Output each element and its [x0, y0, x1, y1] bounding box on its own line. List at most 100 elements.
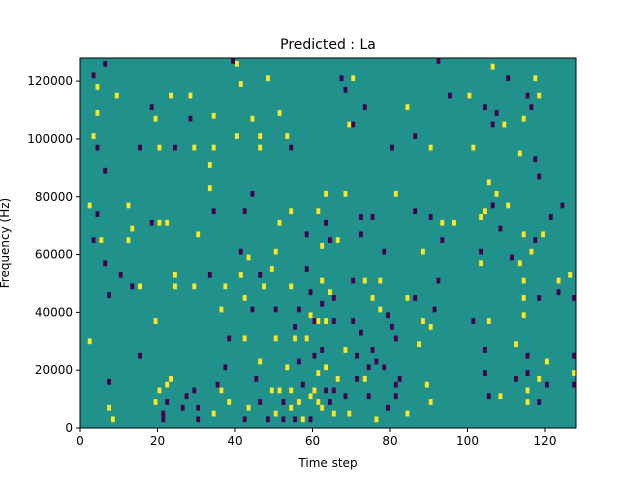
heatmap-cell-27 — [157, 144, 162, 151]
heatmap-cell-35 — [165, 381, 170, 388]
heatmap-cell-167 — [362, 104, 367, 111]
heatmap-cell-73 — [238, 248, 243, 255]
heatmap-cell-50 — [196, 231, 201, 238]
heatmap-cell-182 — [386, 404, 390, 411]
heatmap-cell-237 — [517, 150, 522, 157]
heatmap-cell-256 — [537, 295, 542, 301]
heatmap-cell-137 — [324, 190, 328, 197]
heatmap-cell-97 — [273, 410, 278, 417]
heatmap-cell-222 — [483, 347, 487, 353]
heatmap-cell-269 — [572, 381, 576, 388]
heatmap-cell-114 — [297, 358, 301, 365]
y-tick-label: 120000 — [27, 74, 73, 88]
heatmap-cell-164 — [359, 214, 363, 220]
heatmap-cell-189 — [397, 375, 402, 382]
heatmap-cell-135 — [320, 347, 325, 353]
heatmap-cell-201 — [428, 323, 433, 330]
heatmap-cell-79 — [250, 306, 255, 313]
heatmap-cell-216 — [479, 260, 483, 267]
heatmap-cell-159 — [351, 277, 356, 284]
heatmap-cell-57 — [211, 144, 216, 151]
heatmap-cell-102 — [285, 133, 290, 139]
x-tick-label: 60 — [305, 434, 320, 448]
heatmap-cell-221 — [486, 393, 491, 400]
heatmap-cell-88 — [254, 375, 259, 382]
heatmap-cell-108 — [293, 335, 297, 342]
heatmap-cell-200 — [428, 214, 433, 220]
heatmap-cell-172 — [370, 214, 375, 220]
heatmap-cell-190 — [405, 104, 410, 111]
heatmap-cell-145 — [331, 295, 336, 301]
heatmap-cell-99 — [277, 219, 282, 226]
x-tick-label: 0 — [76, 434, 84, 448]
heatmap-cell-162 — [355, 352, 359, 359]
heatmap-cell-196 — [417, 341, 421, 348]
heatmap-cell-130 — [316, 370, 321, 376]
y-tick-label: 20000 — [35, 363, 73, 377]
heatmap-cell-258 — [537, 399, 542, 405]
heatmap-cell-244 — [525, 92, 530, 99]
heatmap-cell-181 — [386, 312, 390, 319]
heatmap-cell-62 — [219, 306, 224, 313]
heatmap-cell-183 — [390, 144, 394, 151]
heatmap-cell-179 — [382, 248, 387, 255]
heatmap-cell-253 — [533, 237, 538, 243]
heatmap-cell-10 — [91, 237, 96, 243]
heatmap-cell-210 — [452, 219, 456, 226]
heatmap-cell-98 — [277, 110, 282, 116]
heatmap-cell-257 — [537, 375, 542, 382]
heatmap-cell-227 — [494, 110, 499, 116]
heatmap-cell-211 — [467, 92, 472, 99]
heatmap-cell-209 — [448, 92, 452, 99]
heatmap-cell-207 — [440, 219, 445, 226]
heatmap-cell-96 — [273, 306, 278, 313]
heatmap-cell-119 — [304, 266, 309, 272]
heatmap-cell-246 — [525, 370, 530, 376]
heatmap-cell-47 — [188, 115, 193, 122]
heatmap-cell-64 — [227, 335, 232, 342]
heatmap-cell-7 — [103, 167, 108, 174]
heatmap-cell-245 — [525, 352, 530, 359]
heatmap-cell-110 — [289, 387, 294, 394]
heatmap-cell-93 — [266, 416, 270, 423]
heatmap-cell-226 — [490, 202, 495, 209]
heatmap-cell-215 — [479, 248, 483, 255]
y-tick-label: 60000 — [35, 248, 73, 262]
x-tick-label: 20 — [150, 434, 165, 448]
heatmap-cell-92 — [269, 387, 274, 394]
heatmap-cell-178 — [378, 306, 383, 313]
heatmap-cell-17 — [111, 416, 115, 423]
heatmap-cell-100 — [277, 387, 282, 394]
heatmap-cell-121 — [308, 289, 313, 296]
heatmap-cell-54 — [207, 185, 212, 191]
heatmap-cell-268 — [572, 370, 576, 376]
heatmap-cell-158 — [351, 121, 356, 128]
heatmap-cell-86 — [262, 283, 266, 290]
heatmap-cell-233 — [506, 202, 511, 209]
heatmap-cell-214 — [479, 214, 483, 220]
heatmap-cell-263 — [556, 277, 561, 284]
heatmap-cell-65 — [223, 364, 228, 371]
heatmap-cell-53 — [196, 416, 201, 423]
heatmap-cell-260 — [545, 358, 549, 365]
heatmap-cell-132 — [320, 243, 325, 249]
heatmap-cell-238 — [517, 260, 522, 267]
x-axis-label: Time step — [297, 456, 357, 470]
y-tick-label: 0 — [65, 421, 73, 435]
heatmap-cell-133 — [320, 277, 325, 284]
y-axis-label: Frequency (Hz) — [0, 198, 12, 289]
heatmap-cell-192 — [405, 410, 410, 417]
chart-title: Predicted : La — [280, 37, 376, 53]
heatmap-cell-202 — [424, 381, 429, 388]
heatmap-cell-82 — [246, 404, 251, 411]
heatmap-cell-129 — [316, 318, 321, 324]
heatmap-cell-217 — [483, 104, 487, 111]
heatmap-cell-259 — [541, 231, 545, 238]
heatmap-cell-33 — [157, 387, 162, 394]
heatmap-cell-213 — [471, 318, 476, 324]
heatmap-cell-23 — [138, 283, 142, 290]
heatmap-cell-247 — [525, 387, 530, 394]
heatmap-cell-193 — [413, 133, 418, 139]
heatmap-cell-146 — [331, 318, 336, 324]
heatmap-cell-128 — [316, 208, 321, 215]
